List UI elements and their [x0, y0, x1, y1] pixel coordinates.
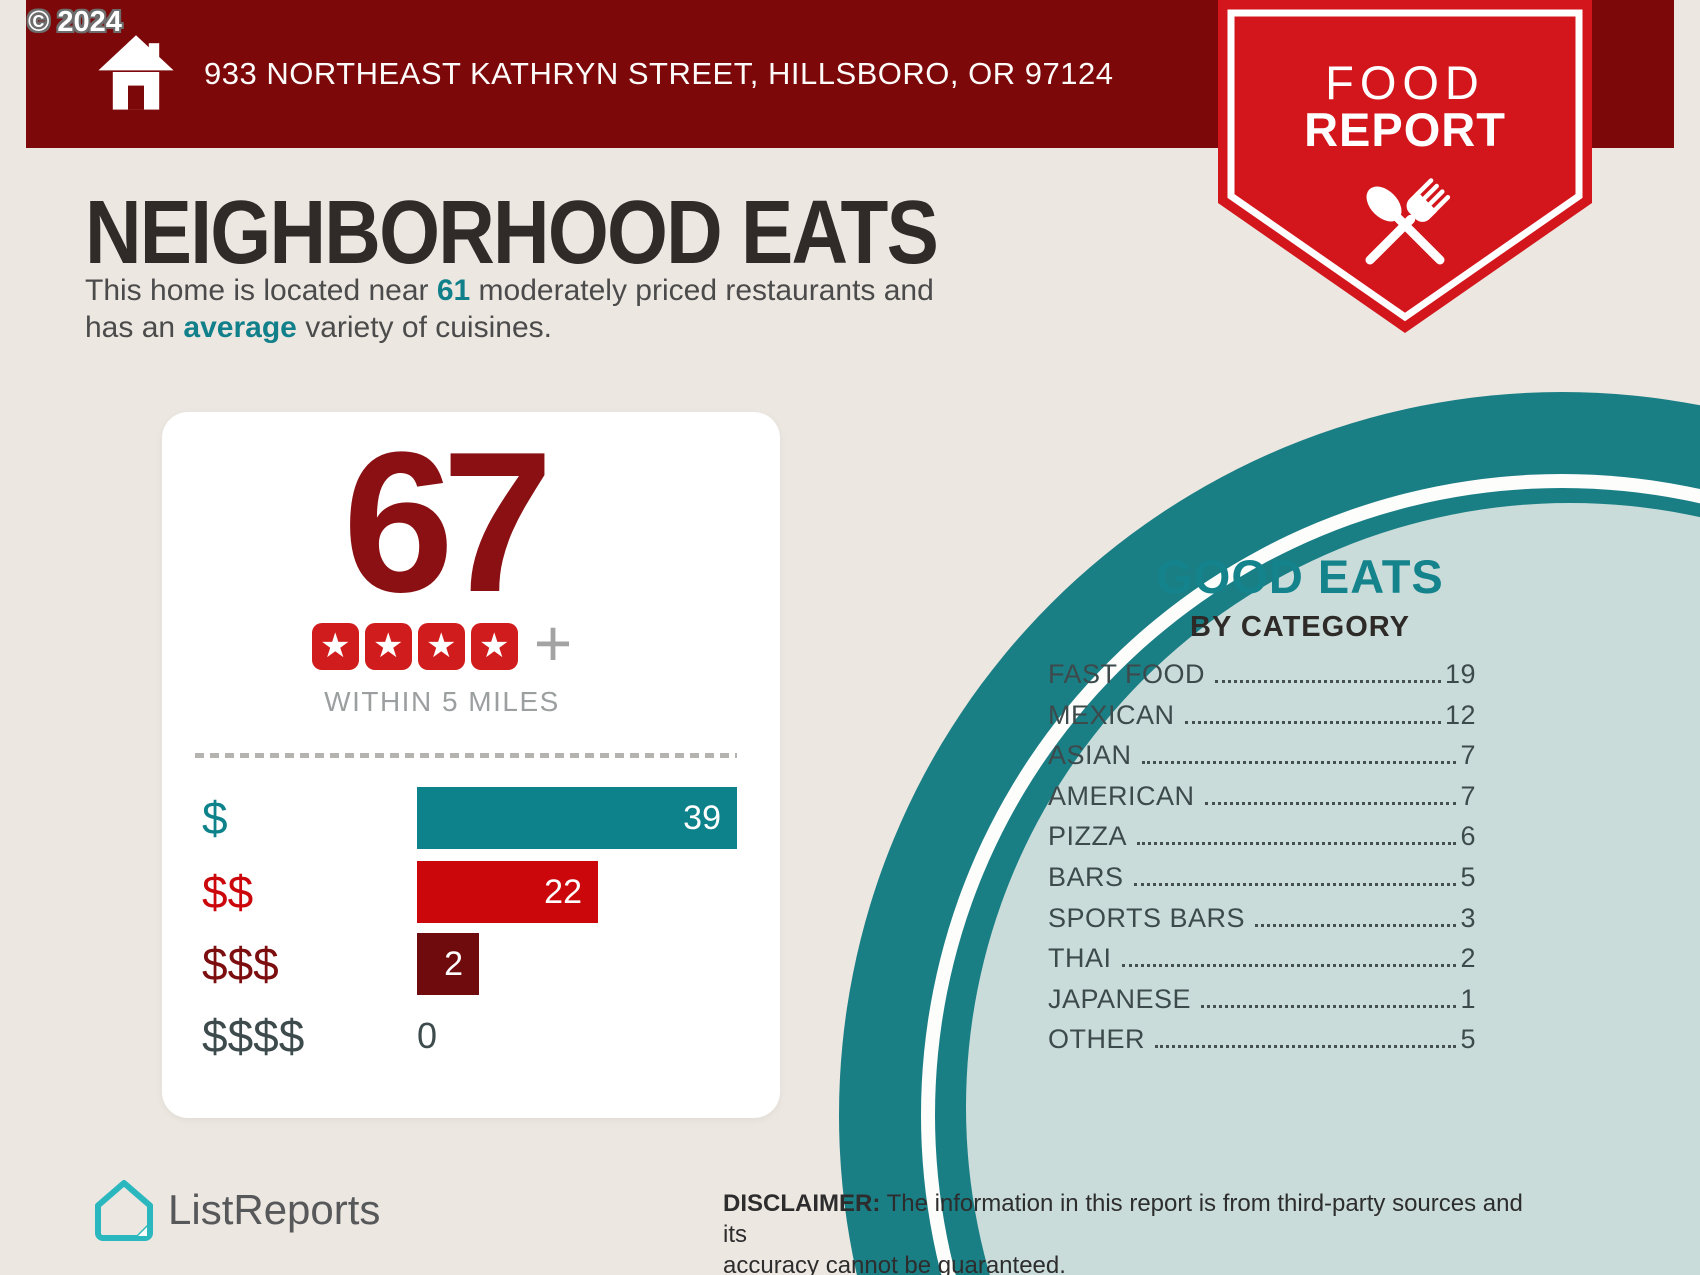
dotted-leader: [1201, 1004, 1457, 1008]
dotted-leader: [1204, 801, 1457, 805]
disclaimer: DISCLAIMER: The information in this repo…: [723, 1188, 1523, 1275]
listreports-house-icon: [95, 1180, 153, 1241]
category-label: ASIAN: [1048, 740, 1132, 771]
category-label: OTHER: [1048, 1024, 1145, 1055]
price-bar-row: $39: [162, 787, 780, 849]
stars-row: ★ ★ ★ ★ +: [162, 606, 722, 680]
star-icon: ★: [364, 623, 412, 670]
dotted-leader: [1255, 923, 1457, 927]
subtitle-text: has an: [85, 311, 184, 344]
dotted-leader: [1121, 964, 1457, 968]
category-value: 19: [1444, 659, 1476, 689]
listreports-wordmark: ListReports: [168, 1186, 381, 1233]
category-row: SPORTS BARS 3: [1048, 903, 1476, 933]
star-icon: ★: [311, 623, 359, 670]
copyright-text: © 2024: [28, 6, 122, 38]
category-row: JAPANESE 1: [1048, 984, 1476, 1014]
category-row: MEXICAN 12: [1048, 700, 1476, 730]
good-eats-title: GOOD EATS: [1156, 550, 1444, 603]
variety-rating: average: [183, 311, 297, 344]
disclaimer-label: DISCLAIMER:: [723, 1190, 881, 1217]
disclaimer-text: The information in this report is from t…: [723, 1190, 1523, 1248]
category-value: 6: [1460, 821, 1476, 852]
dotted-leader: [1155, 1045, 1457, 1049]
category-value: 5: [1460, 861, 1476, 892]
category-value: 5: [1460, 1024, 1476, 1055]
subtitle-text: moderately priced restaurants and: [470, 274, 934, 307]
category-row: OTHER 5: [1048, 1024, 1476, 1054]
category-row: THAI 2: [1048, 943, 1476, 973]
restaurant-score-card: 67 ★ ★ ★ ★ + WITHIN 5 MILES $39 $$ 22 $$$ 2 $$$$ 0: [162, 412, 780, 1118]
category-value: 12: [1444, 699, 1476, 730]
dotted-leader: [1215, 680, 1441, 683]
price-bar-row: $$$$ 0: [162, 1005, 780, 1067]
category-row: PIZZA 6: [1048, 821, 1476, 851]
ribbon-shape: [1218, 0, 1592, 333]
dotted-leader: [1184, 720, 1441, 724]
spoon-fork-icon: [1365, 178, 1451, 265]
category-label: THAI: [1048, 943, 1112, 974]
plus-icon: +: [533, 606, 573, 680]
badge-title-food: FOOD: [1325, 56, 1485, 109]
dotted-leader: [1137, 842, 1457, 846]
category-label: PIZZA: [1048, 821, 1128, 852]
dotted-leader: [1133, 882, 1457, 886]
price-tier-label: $$$: [202, 938, 279, 990]
category-value: 7: [1460, 780, 1476, 811]
badge-title-report: REPORT: [1304, 103, 1506, 156]
price-bar-row: $$ 22: [162, 861, 780, 923]
category-label: BARS: [1048, 861, 1124, 892]
property-address: 933 NORTHEAST KATHRYN STREET, HILLSBORO,…: [204, 56, 1114, 91]
category-value: 7: [1460, 740, 1476, 771]
category-label: MEXICAN: [1048, 699, 1175, 730]
category-row: FAST FOOD 19: [1048, 659, 1476, 689]
category-label: FAST FOOD: [1048, 659, 1206, 689]
star-icon: ★: [470, 623, 518, 670]
price-bar-row: $$$ 2: [162, 933, 780, 995]
category-row: BARS 5: [1048, 862, 1476, 892]
good-eats-subtitle: BY CATEGORY: [1190, 611, 1410, 643]
category-label: SPORTS BARS: [1048, 902, 1246, 933]
page-title: NEIGHBORHOOD EATS: [85, 183, 939, 283]
dashed-divider: [195, 753, 737, 758]
home-icon: [98, 35, 174, 110]
good-eats-header: GOOD EATS BY CATEGORY: [1100, 549, 1500, 644]
category-row: ASIAN 7: [1048, 740, 1476, 770]
price-bar: 39: [417, 787, 737, 849]
subtitle-text: This home is located near: [85, 274, 437, 307]
radius-label: WITHIN 5 MILES: [324, 686, 560, 717]
category-label: AMERICAN: [1048, 780, 1195, 811]
price-bar: 2: [417, 933, 479, 995]
category-value: 2: [1460, 943, 1476, 974]
price-bar-zero-value: 0: [417, 1015, 438, 1056]
restaurant-count-score: 67: [342, 411, 553, 634]
price-bar: 22: [417, 861, 598, 923]
price-tier-label: $: [202, 792, 228, 844]
subtitle-text: variety of cuisines.: [296, 311, 552, 344]
category-label: JAPANESE: [1048, 983, 1192, 1014]
listreports-logo: ListReports: [92, 1178, 380, 1242]
star-icon: ★: [417, 623, 465, 670]
disclaimer-text: accuracy cannot be guaranteed.: [723, 1252, 1066, 1275]
category-value: 3: [1460, 902, 1476, 933]
food-report-badge: FOOD REPORT: [1218, 0, 1592, 336]
price-tier-label: $$: [202, 866, 254, 918]
restaurant-count: 61: [436, 274, 471, 307]
category-row: AMERICAN 7: [1048, 781, 1476, 811]
dotted-leader: [1141, 761, 1457, 765]
price-tier-label: $$$$: [202, 1010, 305, 1062]
category-list: FAST FOOD 19 MEXICAN 12 ASIAN 7 AMERICAN 7 PIZZA…: [1048, 659, 1476, 1065]
category-value: 1: [1460, 983, 1476, 1014]
page-subtitle: This home is located near 61 moderately …: [85, 272, 934, 346]
